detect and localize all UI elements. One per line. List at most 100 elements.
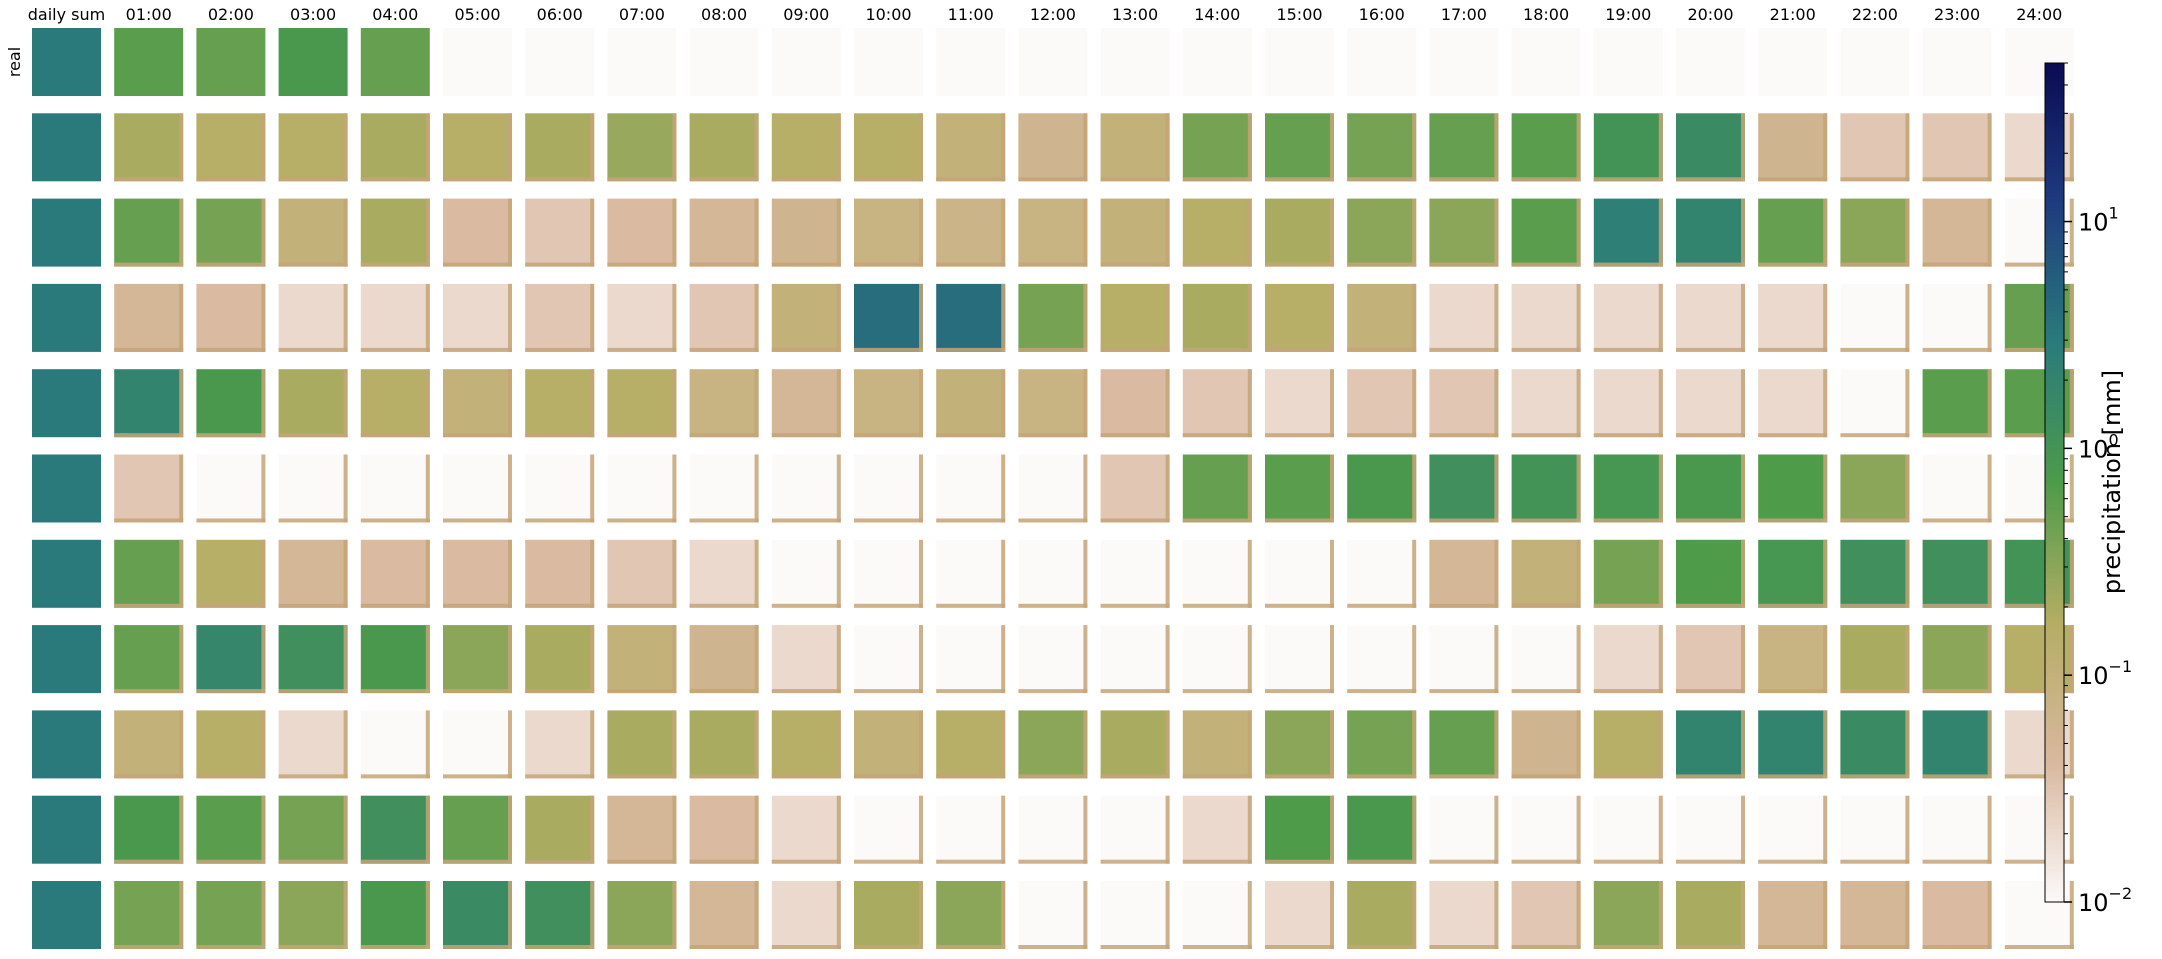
cell-edge-bottom <box>1593 177 1663 182</box>
heatmap-cell <box>854 454 923 523</box>
cell-edge-bottom <box>1429 859 1499 864</box>
cell-edge-right <box>836 113 841 182</box>
cell-edge-bottom <box>525 347 595 352</box>
cell-edge-right <box>1741 454 1745 523</box>
cell-edge-bottom <box>114 689 184 694</box>
cell-edge-right <box>1823 710 1828 779</box>
cell-edge-bottom <box>1347 945 1417 949</box>
cell-edge-right <box>1083 710 1088 779</box>
heatmap-cell <box>1182 28 1252 96</box>
cell-edge-right <box>261 625 266 694</box>
cell-edge-right <box>179 283 184 352</box>
cell-edge-right <box>1083 283 1088 352</box>
heatmap-cell <box>278 28 348 96</box>
cell-edge-right <box>672 881 677 949</box>
cell-edge-bottom <box>114 177 184 182</box>
cell-edge-bottom <box>1265 262 1334 267</box>
colorbar-tick-label: 10−1 <box>2078 657 2132 690</box>
cell-edge-right <box>2069 881 2074 949</box>
cell-edge-bottom <box>278 774 348 779</box>
heatmap-cell <box>443 625 512 694</box>
cell-edge-right <box>508 881 512 949</box>
cell-edge-bottom <box>771 262 841 267</box>
cell-edge-bottom <box>2004 262 2074 267</box>
cell-edge-bottom <box>278 689 348 694</box>
cell-edge-right <box>1330 625 1334 694</box>
heatmap-cell <box>1922 369 1992 438</box>
cell-edge-right <box>836 795 841 864</box>
cell-edge-bottom <box>196 177 266 182</box>
cell-edge-bottom <box>196 433 266 438</box>
heatmap-cell <box>32 113 101 182</box>
cell-edge-bottom <box>114 859 184 864</box>
heatmap-cell <box>525 625 595 694</box>
cell-edge-right <box>1741 198 1745 267</box>
cell-edge-bottom <box>936 859 1006 864</box>
heatmap-cell <box>1758 795 1828 864</box>
cell-edge-bottom <box>854 177 923 182</box>
cell-edge-bottom <box>1840 774 1910 779</box>
cell-edge-bottom <box>278 603 348 608</box>
cell-edge-bottom <box>443 433 512 438</box>
cell-edge-right <box>1658 283 1663 352</box>
cell-edge-bottom <box>1018 177 1088 182</box>
cell-edge-bottom <box>196 347 266 352</box>
cell-edge-bottom <box>771 945 841 949</box>
heatmap-cell <box>689 283 759 352</box>
cell-edge-right <box>1083 113 1088 182</box>
cell-edge-right <box>425 625 430 694</box>
colorbar-label: precipitation [mm] <box>2098 370 2126 594</box>
heatmap-cell <box>32 710 101 779</box>
cell-edge-bottom <box>2004 859 2074 864</box>
heatmap-cell <box>196 113 266 182</box>
cell-edge-bottom <box>114 774 184 779</box>
cell-edge-bottom <box>1511 518 1581 523</box>
heatmap-cell <box>196 283 266 352</box>
cell-edge-right <box>1247 539 1252 608</box>
cell-edge-bottom <box>360 177 430 182</box>
cell-edge-right <box>1823 454 1828 523</box>
cell-edge-right <box>919 454 923 523</box>
heatmap-cell <box>1593 795 1663 864</box>
heatmap-cell <box>1347 625 1417 694</box>
cell-edge-bottom <box>1182 859 1252 864</box>
cell-edge-right <box>261 539 266 608</box>
cell-edge-right <box>261 369 266 438</box>
heatmap-cell <box>1922 539 1992 608</box>
heatmap-cell <box>1429 28 1499 96</box>
heatmap-cell <box>1593 454 1663 523</box>
heatmap-cell <box>360 283 430 352</box>
heatmap-cell <box>196 795 266 864</box>
cell-edge-right <box>2069 625 2074 694</box>
cell-edge-bottom <box>1347 433 1417 438</box>
cell-edge-bottom <box>1511 177 1581 182</box>
heatmap-cell <box>1429 795 1499 864</box>
heatmap-cell <box>1511 283 1581 352</box>
heatmap-cell <box>689 28 759 96</box>
cell-edge-bottom <box>771 433 841 438</box>
heatmap-cell <box>1922 710 1992 779</box>
cell-edge-bottom <box>114 603 184 608</box>
cell-edge-right <box>1494 539 1499 608</box>
heatmap-cell <box>1429 625 1499 694</box>
heatmap-cell <box>196 710 266 779</box>
heatmap-cell <box>689 198 759 267</box>
column-header: 15:00 <box>1276 5 1322 24</box>
heatmap-cell <box>1840 539 1910 608</box>
cell-edge-bottom <box>607 433 677 438</box>
heatmap-cell <box>854 881 923 949</box>
cell-edge-bottom <box>607 262 677 267</box>
cell-edge-bottom <box>1100 177 1170 182</box>
cell-edge-right <box>343 881 348 949</box>
cell-edge-bottom <box>1347 262 1417 267</box>
heatmap-cell <box>32 539 101 608</box>
cell-edge-bottom <box>1840 347 1910 352</box>
cell-edge-right <box>1412 539 1417 608</box>
cell-edge-bottom <box>1758 518 1828 523</box>
cell-edge-right <box>1247 881 1252 949</box>
cell-edge-right <box>1987 625 1992 694</box>
heatmap-cell <box>1511 710 1581 779</box>
cell-edge-bottom <box>278 859 348 864</box>
cell-edge-right <box>261 198 266 267</box>
cell-edge-right <box>343 198 348 267</box>
